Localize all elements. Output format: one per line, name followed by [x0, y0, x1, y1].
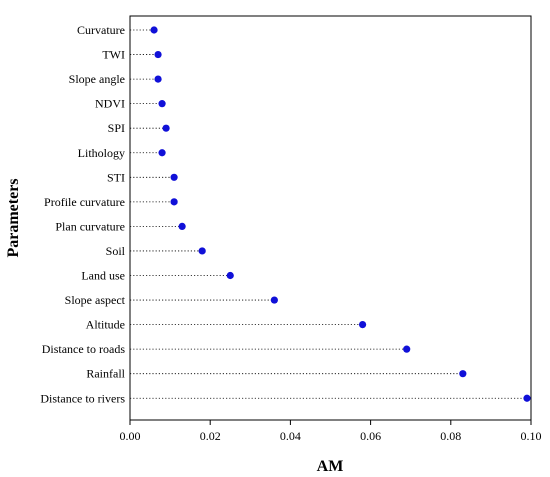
y-tick-label: SPI	[108, 121, 125, 135]
y-tick-label: Distance to rivers	[40, 391, 125, 405]
x-tick-label: 0.04	[280, 429, 301, 443]
y-tick-label: Land use	[81, 269, 125, 283]
x-tick-label: 0.02	[200, 429, 221, 443]
data-point	[403, 345, 411, 353]
y-tick-label: TWI	[102, 48, 125, 62]
y-tick-label: Curvature	[77, 23, 125, 37]
y-tick-label: Distance to roads	[42, 342, 126, 356]
data-point	[158, 149, 166, 157]
data-point	[170, 198, 178, 206]
x-tick-label: 0.10	[521, 429, 542, 443]
y-tick-label: Slope aspect	[65, 293, 126, 307]
data-point	[523, 394, 531, 402]
data-point	[154, 75, 162, 83]
data-point	[154, 50, 162, 59]
data-point	[170, 173, 178, 181]
y-tick-label: NDVI	[95, 97, 125, 111]
data-point	[150, 26, 158, 34]
y-tick-label: STI	[107, 170, 125, 184]
data-point	[358, 321, 367, 329]
x-tick-label: 0.00	[120, 429, 141, 443]
x-tick-label: 0.08	[440, 429, 461, 443]
y-tick-label: Slope angle	[69, 72, 125, 86]
y-tick-label: Profile curvature	[44, 195, 125, 209]
data-point	[459, 370, 467, 378]
y-tick-label: Altitude	[86, 318, 125, 332]
data-point	[198, 247, 206, 255]
data-points	[150, 26, 531, 402]
plot-frame	[129, 15, 532, 421]
y-tick-label: Plan curvature	[55, 219, 125, 233]
data-point	[158, 100, 166, 108]
x-ticks: 0.00 0.02 0.04 0.06 0.08 0.10	[120, 420, 542, 443]
y-tick-labels: Curvature TWI Slope angle NDVI SPI Lithology S…	[40, 23, 125, 405]
x-axis-title: AM	[317, 458, 344, 475]
data-point	[178, 222, 186, 230]
leader-lines	[130, 29, 527, 399]
data-point	[270, 296, 278, 304]
y-tick-label: Rainfall	[86, 367, 125, 381]
y-tick-label: Soil	[106, 244, 126, 258]
data-point	[162, 124, 170, 132]
x-tick-label: 0.06	[360, 429, 381, 443]
y-axis-title: Parameters	[5, 178, 22, 257]
y-tick-label: Lithology	[78, 146, 125, 160]
data-point	[226, 271, 234, 280]
